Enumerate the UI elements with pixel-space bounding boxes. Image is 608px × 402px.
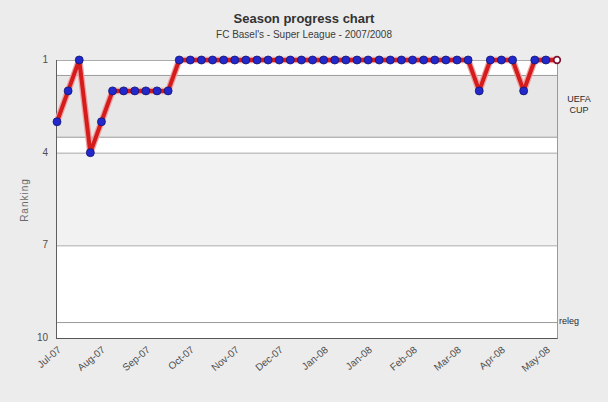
data-point	[142, 87, 150, 95]
background-stripe	[57, 153, 557, 246]
data-point	[320, 56, 328, 64]
data-point	[409, 56, 417, 64]
relegation-zone-label: releg	[559, 316, 579, 326]
data-point	[309, 56, 317, 64]
data-point	[53, 118, 61, 126]
data-point	[453, 56, 461, 64]
season-progress-chart: Season progress chart FC Basel's - Super…	[0, 0, 608, 402]
chart-subtitle: FC Basel's - Super League - 2007/2008	[0, 29, 608, 40]
data-point	[520, 87, 528, 95]
data-point	[542, 56, 550, 64]
y-axis-label: Ranking	[19, 178, 30, 222]
data-point	[209, 56, 217, 64]
data-point	[275, 56, 283, 64]
chart-title: Season progress chart	[0, 11, 608, 26]
data-point	[97, 118, 105, 126]
data-point	[153, 87, 161, 95]
data-point	[509, 56, 517, 64]
plot-area	[56, 60, 558, 339]
data-point	[297, 56, 305, 64]
data-point	[386, 56, 394, 64]
data-point	[253, 56, 261, 64]
final-data-point	[554, 57, 561, 64]
data-point	[431, 56, 439, 64]
y-tick-label: 7	[0, 239, 48, 250]
data-point	[497, 56, 505, 64]
data-point	[64, 87, 72, 95]
ranking-line-chart	[57, 60, 557, 338]
data-point	[286, 56, 294, 64]
data-point	[86, 149, 94, 157]
data-point	[164, 87, 172, 95]
data-point	[531, 56, 539, 64]
data-point	[186, 56, 194, 64]
data-point	[420, 56, 428, 64]
data-point	[75, 56, 83, 64]
data-point	[342, 56, 350, 64]
data-point	[175, 56, 183, 64]
data-point	[197, 56, 205, 64]
data-point	[397, 56, 405, 64]
data-point	[331, 56, 339, 64]
data-point	[242, 56, 250, 64]
data-point	[486, 56, 494, 64]
data-point	[109, 87, 117, 95]
data-point	[364, 56, 372, 64]
uefa-cup-zone-label: UEFA CUP	[559, 94, 599, 116]
data-point	[264, 56, 272, 64]
y-tick-label: 4	[0, 147, 48, 158]
data-point	[220, 56, 228, 64]
y-tick-label: 10	[0, 332, 48, 343]
data-point	[464, 56, 472, 64]
data-point	[442, 56, 450, 64]
data-point	[131, 87, 139, 95]
y-tick-label: 1	[0, 54, 48, 65]
data-point	[353, 56, 361, 64]
data-point	[120, 87, 128, 95]
data-point	[375, 56, 383, 64]
data-point	[475, 87, 483, 95]
data-point	[231, 56, 239, 64]
